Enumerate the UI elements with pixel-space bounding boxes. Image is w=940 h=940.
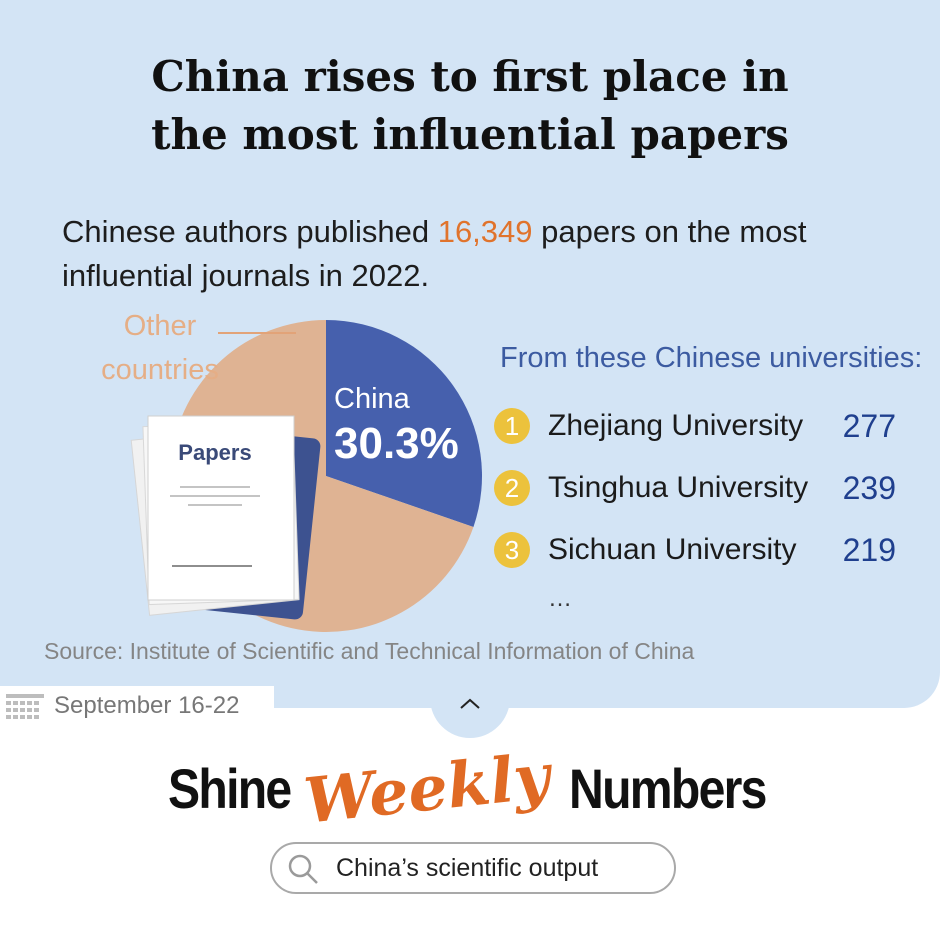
university-row: 1 Zhejiang University 277	[494, 404, 914, 448]
other-label-line-1: Other	[123, 310, 197, 342]
papers-label: Papers	[178, 440, 251, 465]
university-name: Zhejiang University	[548, 409, 804, 442]
rank-badge: 2	[494, 470, 530, 506]
page-title: China rises to first place in the most i…	[0, 48, 940, 164]
search-box[interactable]: China’s scientific output	[270, 842, 676, 894]
subtitle: Chinese authors published 16,349 papers …	[62, 210, 912, 298]
date-range: September 16-22	[54, 692, 240, 719]
other-label-line-2: countries	[101, 354, 219, 386]
logo-word-shine: Shine	[168, 756, 292, 820]
shine-weekly-numbers-logo: Shine Weekly Numbers	[0, 739, 940, 837]
papers-illustration: Papers	[130, 415, 321, 620]
search-icon	[288, 854, 318, 884]
other-countries-label: Other countries	[70, 304, 250, 392]
pie-slice-china	[326, 320, 482, 527]
subtitle-after: papers on the most influential journals …	[62, 214, 807, 293]
rank-badge: 3	[494, 532, 530, 568]
university-count: 239	[842, 470, 896, 506]
university-name: Sichuan University	[548, 533, 797, 566]
paper-sheet-front	[147, 415, 295, 601]
logo-word-weekly: Weekly	[300, 738, 553, 838]
search-query-text: China’s scientific output	[336, 854, 599, 882]
subtitle-highlight-number: 16,349	[437, 214, 533, 249]
university-row: 3 Sichuan University 219	[494, 528, 914, 572]
collapse-button[interactable]	[430, 660, 510, 738]
universities-heading: From these Chinese universities:	[500, 342, 923, 374]
more-ellipsis: …	[548, 585, 572, 612]
university-name: Tsinghua University	[548, 471, 809, 504]
chevron-up-icon	[460, 698, 480, 709]
pie-chart: Papers	[130, 320, 482, 633]
subtitle-before: Chinese authors published	[62, 214, 438, 249]
source-note: Source: Institute of Scientific and Tech…	[44, 638, 695, 664]
rank-badge: 1	[494, 408, 530, 444]
other-countries-leader-line	[218, 332, 296, 334]
logo-word-numbers: Numbers	[568, 756, 767, 820]
china-slice-percent: 30.3%	[334, 419, 459, 468]
china-slice-label: China	[334, 383, 410, 415]
university-row: 2 Tsinghua University 239	[494, 466, 914, 510]
date-tab: September 16-22	[0, 686, 274, 726]
university-count: 277	[842, 408, 896, 444]
title-line-1: China rises to first place in	[151, 52, 789, 101]
title-line-2: the most influential papers	[151, 110, 789, 159]
university-count: 219	[842, 532, 896, 568]
calendar-icon	[6, 694, 44, 719]
